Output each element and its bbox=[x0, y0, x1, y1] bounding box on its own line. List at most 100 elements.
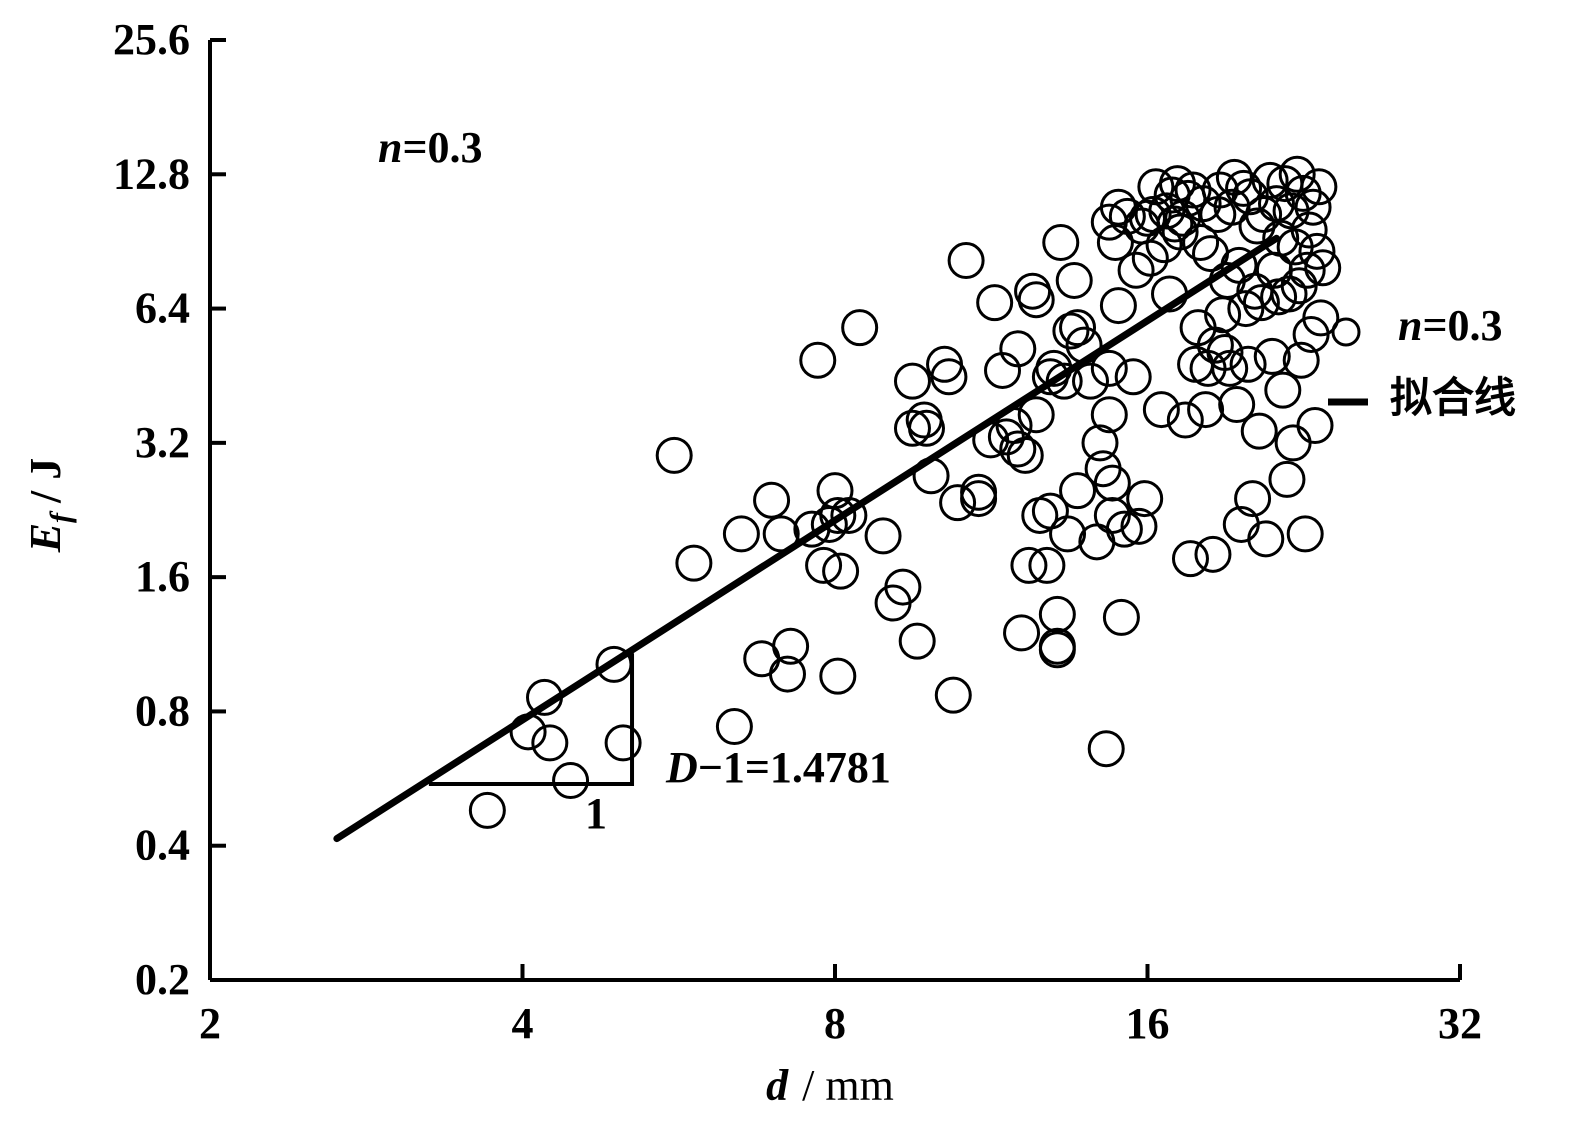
data-point bbox=[1093, 464, 1131, 502]
y-tick-label: 0.4 bbox=[135, 821, 190, 870]
data-point bbox=[1211, 349, 1249, 387]
data-point bbox=[1006, 436, 1044, 474]
data-point bbox=[934, 676, 972, 714]
data-point bbox=[819, 496, 857, 534]
data-point bbox=[772, 627, 810, 665]
data-point bbox=[1142, 391, 1180, 429]
data-point bbox=[1278, 155, 1316, 193]
x-tick-label: 32 bbox=[1438, 999, 1482, 1048]
data-point bbox=[1253, 337, 1291, 375]
fit-line bbox=[333, 234, 1280, 843]
data-point bbox=[1055, 261, 1093, 299]
data-point bbox=[1227, 290, 1265, 328]
x-tick-label: 2 bbox=[199, 999, 221, 1048]
data-point bbox=[1017, 396, 1055, 434]
data-point bbox=[1288, 251, 1326, 289]
x-axis-title: d / mm bbox=[766, 1061, 894, 1110]
data-point bbox=[864, 517, 902, 555]
y-tick-label: 1.6 bbox=[135, 552, 190, 601]
data-point bbox=[1131, 239, 1169, 277]
data-point bbox=[819, 657, 857, 695]
data-point bbox=[1296, 406, 1334, 444]
data-point bbox=[1038, 627, 1076, 665]
slope-label: D−1=1.4781 bbox=[665, 743, 891, 792]
data-point bbox=[1282, 341, 1320, 379]
data-point bbox=[999, 330, 1037, 368]
data-point bbox=[1290, 211, 1328, 249]
data-point bbox=[1274, 424, 1312, 462]
data-point bbox=[1102, 598, 1140, 636]
data-point bbox=[1052, 312, 1090, 350]
data-point bbox=[1059, 472, 1097, 510]
data-point bbox=[675, 544, 713, 582]
data-point bbox=[1242, 284, 1280, 322]
y-tick-label: 0.2 bbox=[135, 955, 190, 1004]
data-point bbox=[1038, 595, 1076, 633]
data-point bbox=[947, 242, 985, 280]
data-point bbox=[1174, 171, 1212, 209]
data-point bbox=[1114, 358, 1152, 396]
data-point bbox=[753, 481, 791, 519]
data-point bbox=[1126, 480, 1164, 518]
data-point bbox=[805, 546, 843, 584]
data-point bbox=[1105, 510, 1143, 548]
data-point bbox=[987, 418, 1025, 456]
data-point bbox=[939, 484, 977, 522]
data-point bbox=[468, 791, 506, 829]
data-point bbox=[1166, 401, 1204, 439]
data-point bbox=[1120, 507, 1158, 545]
legend-point-marker bbox=[1331, 317, 1361, 347]
data-point bbox=[1017, 281, 1055, 319]
data-point bbox=[655, 436, 693, 474]
y-tick-label: 6.4 bbox=[135, 284, 190, 333]
data-point bbox=[830, 496, 868, 534]
data-point bbox=[768, 655, 806, 693]
slope-run-label: 1 bbox=[585, 789, 607, 838]
data-point bbox=[893, 409, 931, 447]
data-point bbox=[799, 341, 837, 379]
data-point bbox=[999, 430, 1037, 468]
data-point bbox=[1090, 349, 1128, 387]
data-point bbox=[1096, 224, 1134, 262]
data-point bbox=[1218, 386, 1256, 424]
x-tick-label: 8 bbox=[824, 999, 846, 1048]
data-point bbox=[907, 409, 945, 447]
data-point bbox=[1049, 515, 1087, 553]
data-point bbox=[1010, 546, 1048, 584]
n-annotation: n=0.3 bbox=[378, 123, 483, 172]
data-point bbox=[531, 724, 569, 762]
data-points bbox=[468, 155, 1342, 829]
y-axis-title: Ef/ J bbox=[21, 458, 77, 554]
x-tick-label: 4 bbox=[512, 999, 534, 1048]
data-point bbox=[1028, 546, 1066, 584]
y-tick-label: 3.2 bbox=[135, 418, 190, 467]
data-point bbox=[1270, 275, 1308, 313]
data-point bbox=[1240, 412, 1278, 450]
data-point bbox=[715, 708, 753, 746]
data-point bbox=[1038, 631, 1076, 669]
data-point bbox=[1304, 249, 1342, 287]
data-point bbox=[1268, 460, 1306, 498]
data-point bbox=[1042, 224, 1080, 262]
legend-points-label: n=0.3 bbox=[1398, 301, 1503, 350]
data-point bbox=[1247, 520, 1285, 558]
data-point bbox=[1251, 161, 1289, 199]
data-point bbox=[1286, 515, 1324, 553]
y-tick-label: 12.8 bbox=[113, 149, 190, 198]
x-ticks: 2 4 8 16 32 bbox=[199, 964, 1482, 1048]
y-tick-label: 25.6 bbox=[113, 15, 190, 64]
data-point bbox=[822, 552, 860, 590]
y-ticks: 0.2 0.4 0.8 1.6 3.2 6.4 12.8 25.6 bbox=[113, 15, 226, 1004]
data-point bbox=[1187, 391, 1225, 429]
data-point bbox=[1087, 730, 1125, 768]
legend: n=0.3 拟合线 bbox=[1328, 301, 1516, 422]
data-point bbox=[1093, 496, 1131, 534]
data-point bbox=[1003, 614, 1041, 652]
data-point bbox=[1072, 362, 1110, 400]
data-point bbox=[1302, 299, 1340, 337]
data-point bbox=[1229, 345, 1267, 383]
data-point bbox=[552, 762, 590, 800]
data-point bbox=[1171, 540, 1209, 578]
data-point bbox=[1099, 287, 1137, 325]
